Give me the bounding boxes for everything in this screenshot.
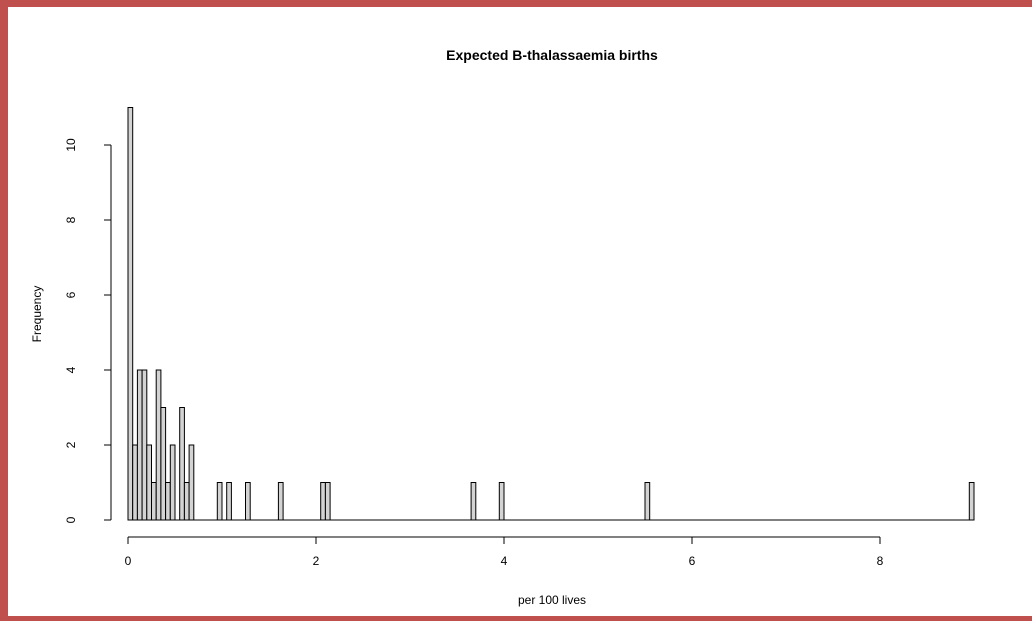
histogram-bar-6 <box>155 369 162 521</box>
histogram-bars <box>127 107 975 521</box>
histogram-bar-15 <box>226 482 232 521</box>
histogram-bar-8 <box>165 482 171 521</box>
histogram-bar-9 <box>169 444 176 521</box>
histogram-bar-12 <box>183 482 190 521</box>
chart-title: Expected B-thalassaemia births <box>446 47 658 63</box>
y-tick-label-4: 4 <box>64 366 78 373</box>
histogram-bar-13 <box>188 444 195 521</box>
histogram-bar-3 <box>141 369 148 521</box>
x-tick-label-2: 2 <box>313 554 320 568</box>
histogram-bar-5 <box>151 482 157 521</box>
histogram-bar-0 <box>127 107 134 521</box>
histogram-bar-16 <box>245 482 251 521</box>
histogram-bar-19 <box>324 482 331 521</box>
y-tick-label-2: 2 <box>64 441 78 448</box>
histogram-bar-14 <box>216 482 223 521</box>
histogram-bar-22 <box>644 482 651 521</box>
histogram-bar-20 <box>470 482 477 521</box>
histogram-chart: Expected B-thalassaemia births per 100 l… <box>30 47 975 607</box>
histogram-bar-2 <box>136 369 143 521</box>
x-tick-label-0: 0 <box>125 554 132 568</box>
histogram-bar-23 <box>968 482 975 521</box>
histogram-bar-11 <box>179 407 185 521</box>
histogram-bar-21 <box>498 482 505 521</box>
y-axis: 0 2 4 6 8 10 <box>64 138 112 523</box>
x-axis: 0 2 4 6 8 <box>125 536 884 568</box>
x-tick-label-8: 8 <box>877 554 884 568</box>
histogram-bar-7 <box>160 407 167 521</box>
x-axis-label: per 100 lives <box>518 593 586 607</box>
histogram-bar-1 <box>132 444 138 521</box>
y-tick-label-10: 10 <box>64 138 78 152</box>
histogram-bar-18 <box>320 482 326 521</box>
y-tick-label-0: 0 <box>64 516 78 523</box>
x-tick-label-6: 6 <box>689 554 696 568</box>
y-axis-label: Frequency <box>30 286 44 343</box>
y-tick-label-6: 6 <box>64 291 78 298</box>
x-tick-label-4: 4 <box>501 554 508 568</box>
histogram-bar-4 <box>146 444 153 521</box>
histogram-bar-17 <box>277 482 284 521</box>
y-tick-label-8: 8 <box>64 216 78 223</box>
